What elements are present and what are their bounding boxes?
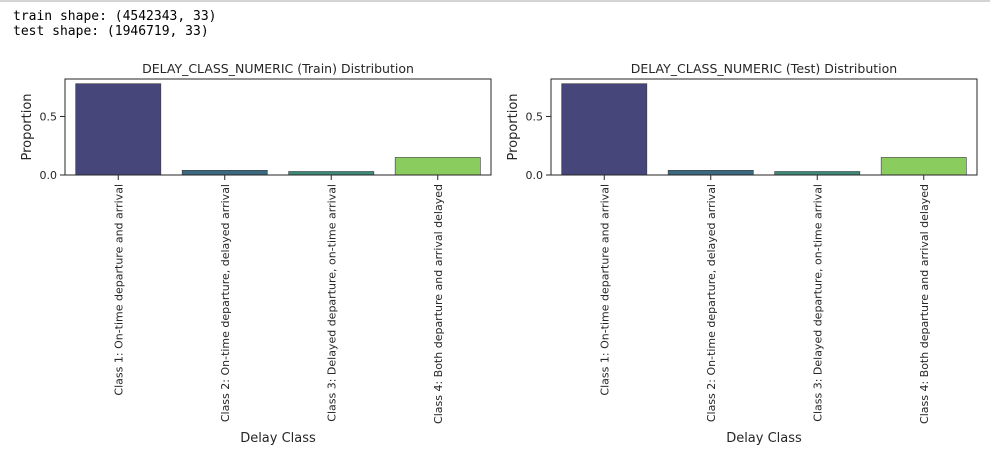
x-tick-label-2: Class 2: On-time departure, delayed arri… [219,184,232,422]
y-axis-label: Proportion [506,93,521,160]
plot-frame [550,78,978,176]
chart-title: DELAY_CLASS_NUMERIC (Train) Distribution [142,61,414,76]
bar-4 [394,157,481,176]
y-axis-label: Proportion [20,93,35,160]
x-tick-label-3: Class 3: Delayed departure, on-time arri… [325,184,338,422]
bar-4 [880,157,967,176]
x-tick-label-2: Class 2: On-time departure, delayed arri… [705,184,718,422]
cell-output: train shape: (4542343, 33) test shape: (1… [13,9,217,39]
x-tick-label-1: Class 1: On-time departure and arrival [112,184,125,396]
y-tick-label-1: 0.5 [40,110,58,123]
output-line-train-shape: train shape: (4542343, 33) [13,9,217,24]
chart-title: DELAY_CLASS_NUMERIC (Test) Distribution [631,61,897,76]
test-distribution-chart: DELAY_CLASS_NUMERIC (Test) Distribution 0… [506,61,978,446]
y-tick-label-0: 0.0 [526,169,544,182]
x-tick-label-3: Class 3: Delayed departure, on-time arri… [811,184,824,422]
bar-2 [667,170,754,176]
cell-divider [0,0,990,2]
y-tick-label-0: 0.0 [40,169,58,182]
bar-3 [288,171,375,176]
bar-2 [181,170,268,176]
plot-frame [64,78,492,176]
train-distribution-chart: DELAY_CLASS_NUMERIC (Train) Distribution… [20,61,492,446]
bar-1 [561,83,648,176]
bar-1 [75,83,162,176]
output-line-test-shape: test shape: (1946719, 33) [13,24,209,39]
bar-3 [774,171,861,176]
x-axis-label: Delay Class [240,431,316,446]
x-tick-label-4: Class 4: Both departure and arrival dela… [432,184,445,424]
x-axis-label: Delay Class [726,431,802,446]
y-tick-label-1: 0.5 [526,110,544,123]
x-tick-label-1: Class 1: On-time departure and arrival [598,184,611,396]
x-tick-label-4: Class 4: Both departure and arrival dela… [918,184,931,424]
